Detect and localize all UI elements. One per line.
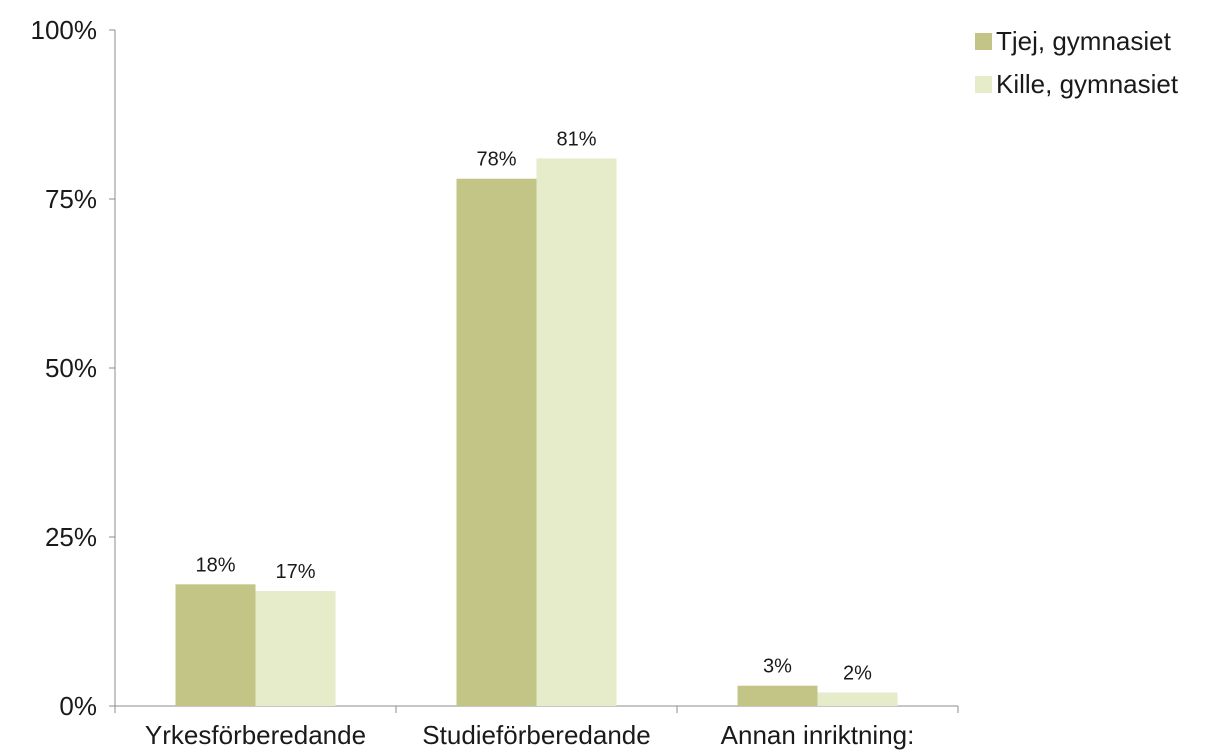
legend-label: Tjej, gymnasiet [996,26,1172,56]
bar [817,692,898,706]
bar [255,591,336,706]
x-tick-label: Studieförberedande [422,720,650,750]
data-label: 78% [476,149,516,171]
bar [536,158,617,706]
y-tick-label: 25% [45,522,97,552]
legend-swatch [975,76,992,93]
bar [456,178,537,707]
data-label: 18% [195,554,235,576]
bar [175,584,256,706]
y-tick-label: 75% [45,184,97,214]
legend-swatch [975,33,992,50]
data-label: 3% [763,656,792,678]
legend-label: Kille, gymnasiet [996,69,1179,99]
bar [737,685,818,706]
data-label: 81% [556,128,596,150]
data-label: 17% [275,561,315,583]
y-tick-label: 50% [45,353,97,383]
data-label: 2% [843,662,872,684]
y-tick-label: 0% [59,691,97,721]
x-tick-label: Annan inriktning: [721,720,915,750]
y-tick-label: 100% [31,15,98,45]
x-tick-label: Yrkesförberedande [145,720,366,750]
